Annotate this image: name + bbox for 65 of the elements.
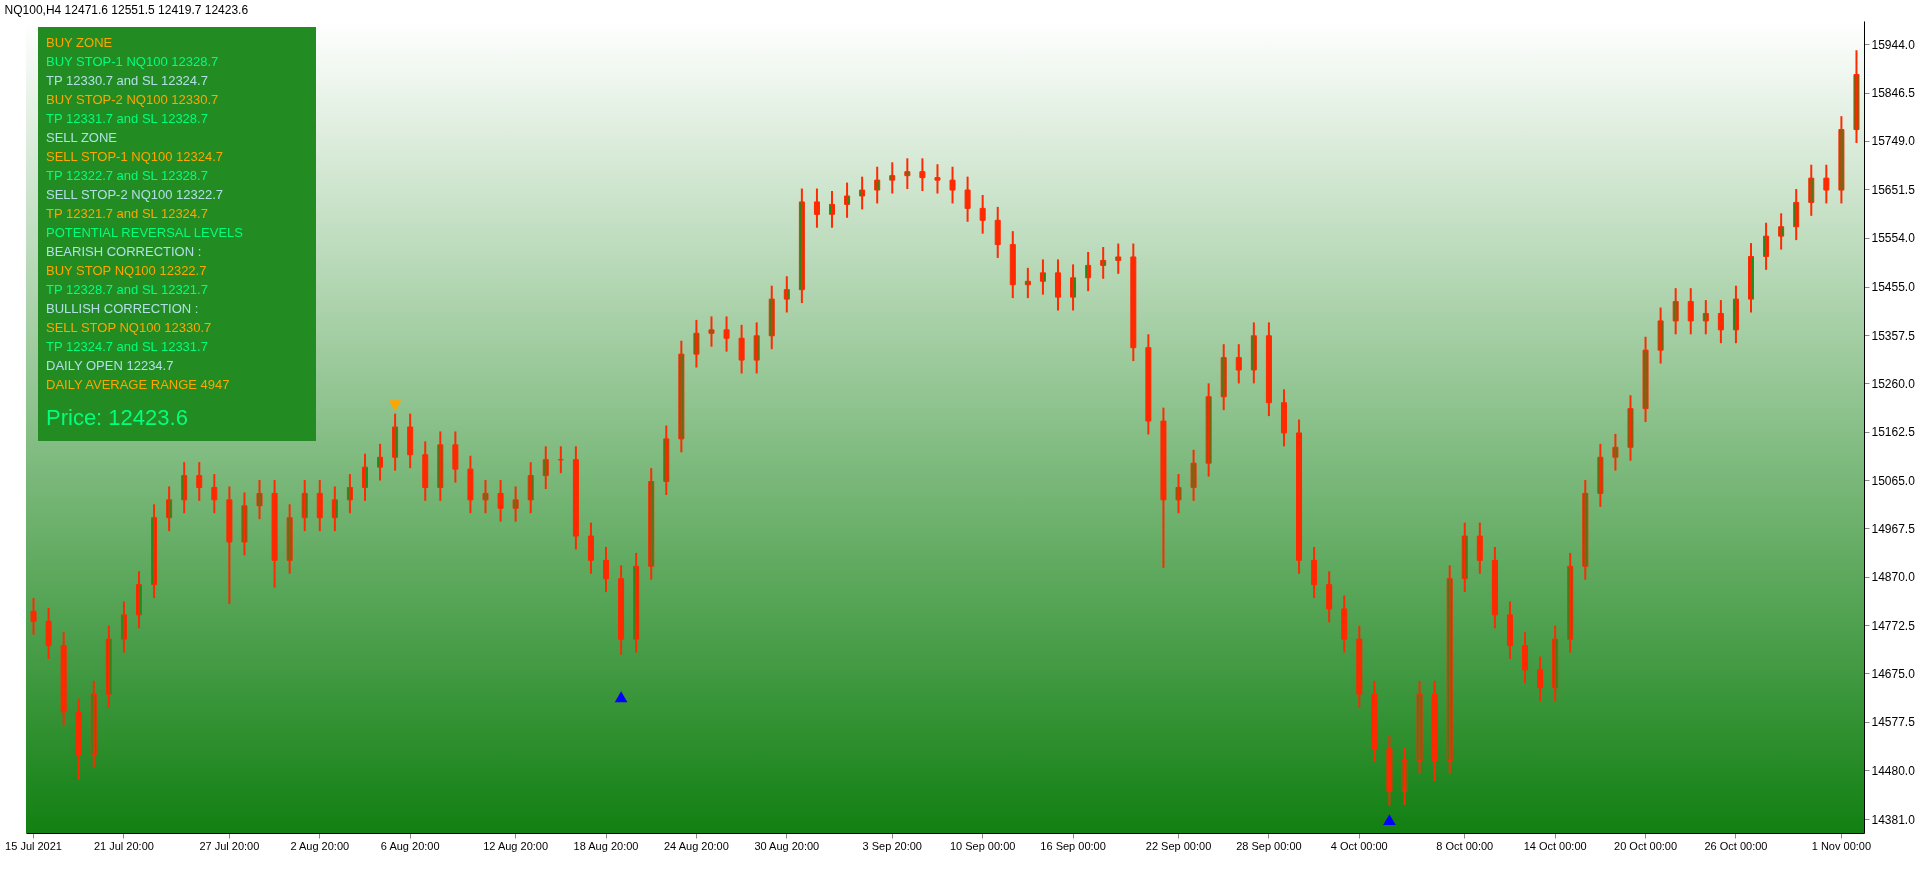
y-tick-label: 15162.5 [1871, 425, 1916, 440]
annotation: BUY STOP-2 NQ100 12330.7 [46, 92, 219, 107]
annotation: BUY STOP-1 NQ100 12328.7 [46, 54, 219, 69]
y-tick-label: 15651.5 [1871, 182, 1916, 197]
y-tick-label: 14870.0 [1871, 570, 1916, 585]
annotation: SELL STOP-2 NQ100 12322.7 [46, 187, 224, 202]
annotation: SELL STOP NQ100 12330.7 [46, 320, 212, 335]
y-tick-label: 15260.0 [1871, 376, 1916, 391]
x-tick-label: 20 Oct 00:00 [1614, 839, 1678, 852]
annotation: BUY STOP NQ100 12322.7 [46, 263, 207, 278]
point [614, 691, 628, 703]
x-tick-label: 14 Oct 00:00 [1523, 839, 1587, 852]
x-tick-label: 16 Sep 00:00 [1040, 839, 1106, 852]
annotation: TP 12322.7 and SL 12328.7 [46, 168, 208, 183]
chart-title: NQ100,H4 12471.6 12551.5 12419.7 12423.6 [4, 3, 249, 17]
x-tick-label: 28 Sep 00:00 [1236, 839, 1302, 852]
y-tick-label: 14772.5 [1871, 618, 1916, 633]
annotation: DAILY AVERAGE RANGE 4947 [46, 377, 230, 392]
annotation: TP 12331.7 and SL 12328.7 [46, 111, 208, 126]
annotation: TP 12324.7 and SL 12331.7 [46, 339, 208, 354]
point [388, 400, 402, 412]
y-tick-label: 15749.0 [1871, 134, 1916, 149]
annotation: TP 12321.7 and SL 12324.7 [46, 206, 208, 221]
x-tick-label: 24 Aug 20:00 [664, 839, 729, 852]
x-tick-label: 2 Aug 20:00 [290, 839, 350, 852]
annotation: BEARISH CORRECTION : [46, 244, 202, 259]
y-tick-label: 14675.0 [1871, 666, 1916, 681]
x-tick-label: 22 Sep 00:00 [1145, 839, 1212, 852]
y-tick-label: 14967.5 [1871, 521, 1916, 536]
candlestick [708, 316, 715, 347]
point [1383, 814, 1396, 826]
x-tick-label: 12 Aug 20:00 [483, 839, 549, 852]
x-tick-label: 27 Jul 20:00 [199, 839, 260, 852]
y-tick-label: 15065.0 [1871, 473, 1916, 488]
annotation: DAILY OPEN 12234.7 [46, 358, 174, 373]
annotation: TP 12328.7 and SL 12321.7 [46, 282, 208, 297]
x-tick-label: 21 Jul 20:00 [93, 839, 154, 852]
x-tick-label: 10 Sep 00:00 [949, 839, 1016, 852]
y-tick-label: 15357.5 [1871, 328, 1916, 343]
x-tick-label: 18 Aug 20:00 [573, 839, 639, 852]
x-tick-label: 3 Sep 20:00 [862, 839, 922, 852]
annotation: BUY ZONE [46, 35, 113, 50]
x-tick-label: 1 Nov 00:00 [1811, 839, 1872, 852]
annotation: SELL STOP-1 NQ100 12324.7 [46, 149, 224, 164]
x-tick-label: 4 Oct 00:00 [1330, 839, 1388, 852]
annotation: POTENTIAL REVERSAL LEVELS [46, 225, 244, 240]
x-tick-label: 6 Aug 20:00 [380, 839, 440, 852]
y-tick-label: 14577.5 [1871, 715, 1916, 730]
x-tick-label: 15 Jul 2021 [5, 839, 62, 852]
y-tick-label: 15455.0 [1871, 280, 1916, 295]
y-tick-label: 14480.0 [1871, 763, 1916, 778]
x-tick-label: 26 Oct 00:00 [1704, 839, 1768, 852]
y-tick-label: 15944.0 [1871, 37, 1916, 52]
y-tick-label: 15554.0 [1871, 231, 1916, 246]
annotation: BULLISH CORRECTION : [46, 301, 199, 316]
candlestick [934, 164, 941, 194]
annotation: TP 12330.7 and SL 12324.7 [46, 73, 208, 88]
annotation: SELL ZONE [46, 130, 118, 145]
annotation: Price: 12423.6 [46, 405, 188, 430]
y-tick-label: 15846.5 [1871, 86, 1916, 101]
y-tick-label: 14381.0 [1871, 812, 1916, 827]
candlestick [949, 166, 956, 204]
x-tick-label: 30 Aug 20:00 [754, 839, 820, 852]
candlestick [482, 480, 489, 514]
x-tick-label: 8 Oct 00:00 [1436, 839, 1494, 852]
